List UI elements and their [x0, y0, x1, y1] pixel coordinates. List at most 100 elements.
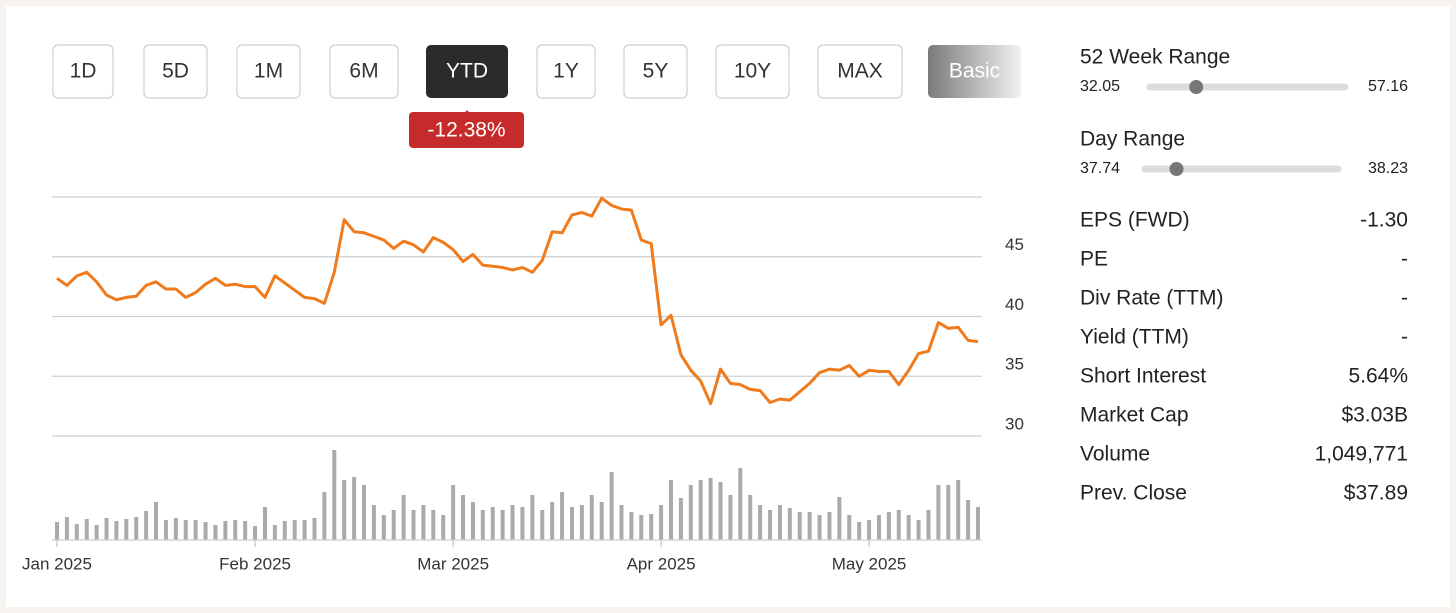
range-button-label[interactable]: MAX	[837, 60, 883, 83]
volume-bar	[362, 485, 366, 540]
volume-bar	[797, 512, 802, 540]
range-button-label[interactable]: 1M	[254, 60, 283, 83]
volume-bar	[490, 507, 495, 540]
range-button[interactable]	[928, 45, 1021, 98]
range-button[interactable]	[426, 45, 508, 98]
range-button[interactable]	[236, 44, 301, 99]
volume-bar	[154, 502, 159, 540]
volume-bar	[332, 450, 337, 540]
range-button[interactable]	[715, 44, 790, 99]
range-marker	[1169, 162, 1184, 176]
stat-value: -	[1401, 326, 1408, 349]
range-button[interactable]	[143, 44, 208, 99]
volume-bar	[728, 495, 733, 540]
volume-bar	[817, 515, 822, 540]
volume-bar	[352, 477, 357, 540]
volume-bar	[272, 525, 277, 540]
volume-bar	[64, 517, 69, 540]
volume-bar	[411, 510, 416, 540]
change-badge	[409, 112, 524, 148]
volume-bar	[966, 500, 971, 540]
volume-bar	[718, 482, 723, 540]
card	[6, 6, 1450, 607]
volume-bar	[916, 520, 921, 540]
volume-bar	[84, 519, 89, 540]
volume-bar	[253, 526, 258, 540]
volume-bar	[599, 502, 604, 540]
volume-bar	[470, 502, 475, 540]
y-tick-label: 45	[1005, 235, 1024, 254]
range-button-label[interactable]: 5D	[162, 60, 189, 83]
range-button-label[interactable]: 1Y	[553, 60, 579, 83]
volume-bar	[649, 514, 654, 540]
volume-bar	[530, 495, 535, 540]
range-button-label[interactable]: 5Y	[643, 60, 669, 83]
range-button[interactable]	[817, 44, 903, 99]
volume-bar	[976, 507, 980, 540]
range-button-label[interactable]: 6M	[349, 60, 378, 83]
volume-bar	[213, 525, 218, 540]
range-low: 32.05	[1080, 78, 1120, 95]
volume-bar	[629, 512, 634, 540]
range-button[interactable]	[52, 44, 114, 99]
volume-bar	[579, 505, 584, 540]
range-high: 57.16	[1368, 78, 1408, 95]
range-button[interactable]	[329, 44, 399, 99]
volume-bar	[678, 498, 683, 540]
volume-bar	[421, 505, 426, 540]
volume-bar	[441, 515, 446, 540]
volume-bar	[857, 522, 862, 540]
range-button-label[interactable]: Basic	[949, 60, 1000, 83]
range-button[interactable]	[536, 44, 596, 99]
volume-bar	[520, 507, 525, 540]
volume-bar	[55, 522, 59, 540]
volume-bar	[738, 468, 743, 540]
volume-bar	[124, 519, 129, 540]
range-button-label[interactable]: 1D	[70, 60, 97, 83]
volume-bar	[243, 521, 248, 540]
volume-bar	[193, 520, 198, 540]
x-tick-label: Mar 2025	[417, 554, 489, 573]
range-button[interactable]	[623, 44, 688, 99]
volume-bar	[876, 515, 881, 540]
stat-value: $37.89	[1344, 482, 1408, 505]
volume-bar	[114, 521, 119, 540]
volume-bar	[569, 507, 574, 540]
volume-bar	[144, 511, 149, 540]
volume-bar	[163, 520, 168, 540]
y-tick-label: 30	[1005, 414, 1024, 433]
stat-label: Yield (TTM)	[1080, 326, 1189, 349]
volume-bar	[322, 492, 327, 540]
volume-bar	[431, 510, 436, 540]
stat-label: Volume	[1080, 443, 1150, 466]
volume-bar	[560, 492, 565, 540]
volume-bar	[292, 520, 297, 540]
volume-bar	[886, 512, 891, 540]
volume-bar	[451, 485, 456, 540]
volume-bar	[94, 525, 99, 540]
volume-bar	[906, 515, 911, 540]
x-tick-label: May 2025	[832, 554, 907, 573]
volume-bar	[223, 521, 228, 540]
range-button-label[interactable]: 10Y	[734, 60, 771, 83]
volume-bar	[609, 472, 614, 540]
volume-bar	[748, 495, 753, 540]
change-badge-label: -12.38%	[427, 119, 505, 142]
volume-bar	[708, 478, 713, 540]
stat-label: Prev. Close	[1080, 482, 1187, 505]
range-button-label[interactable]: YTD	[446, 60, 488, 83]
volume-bar	[381, 515, 386, 540]
volume-bar	[134, 517, 139, 540]
x-tick-label: Jan 2025	[22, 554, 92, 573]
volume-bar	[956, 480, 961, 540]
volume-bar	[589, 495, 594, 540]
volume-bar	[342, 480, 347, 540]
volume-bar	[827, 512, 832, 540]
volume-bar	[183, 520, 188, 540]
volume-bar	[768, 510, 773, 540]
volume-bar	[104, 518, 109, 540]
volume-bar	[926, 510, 931, 540]
x-tick-label: Feb 2025	[219, 554, 291, 573]
stat-value: -	[1401, 287, 1408, 310]
